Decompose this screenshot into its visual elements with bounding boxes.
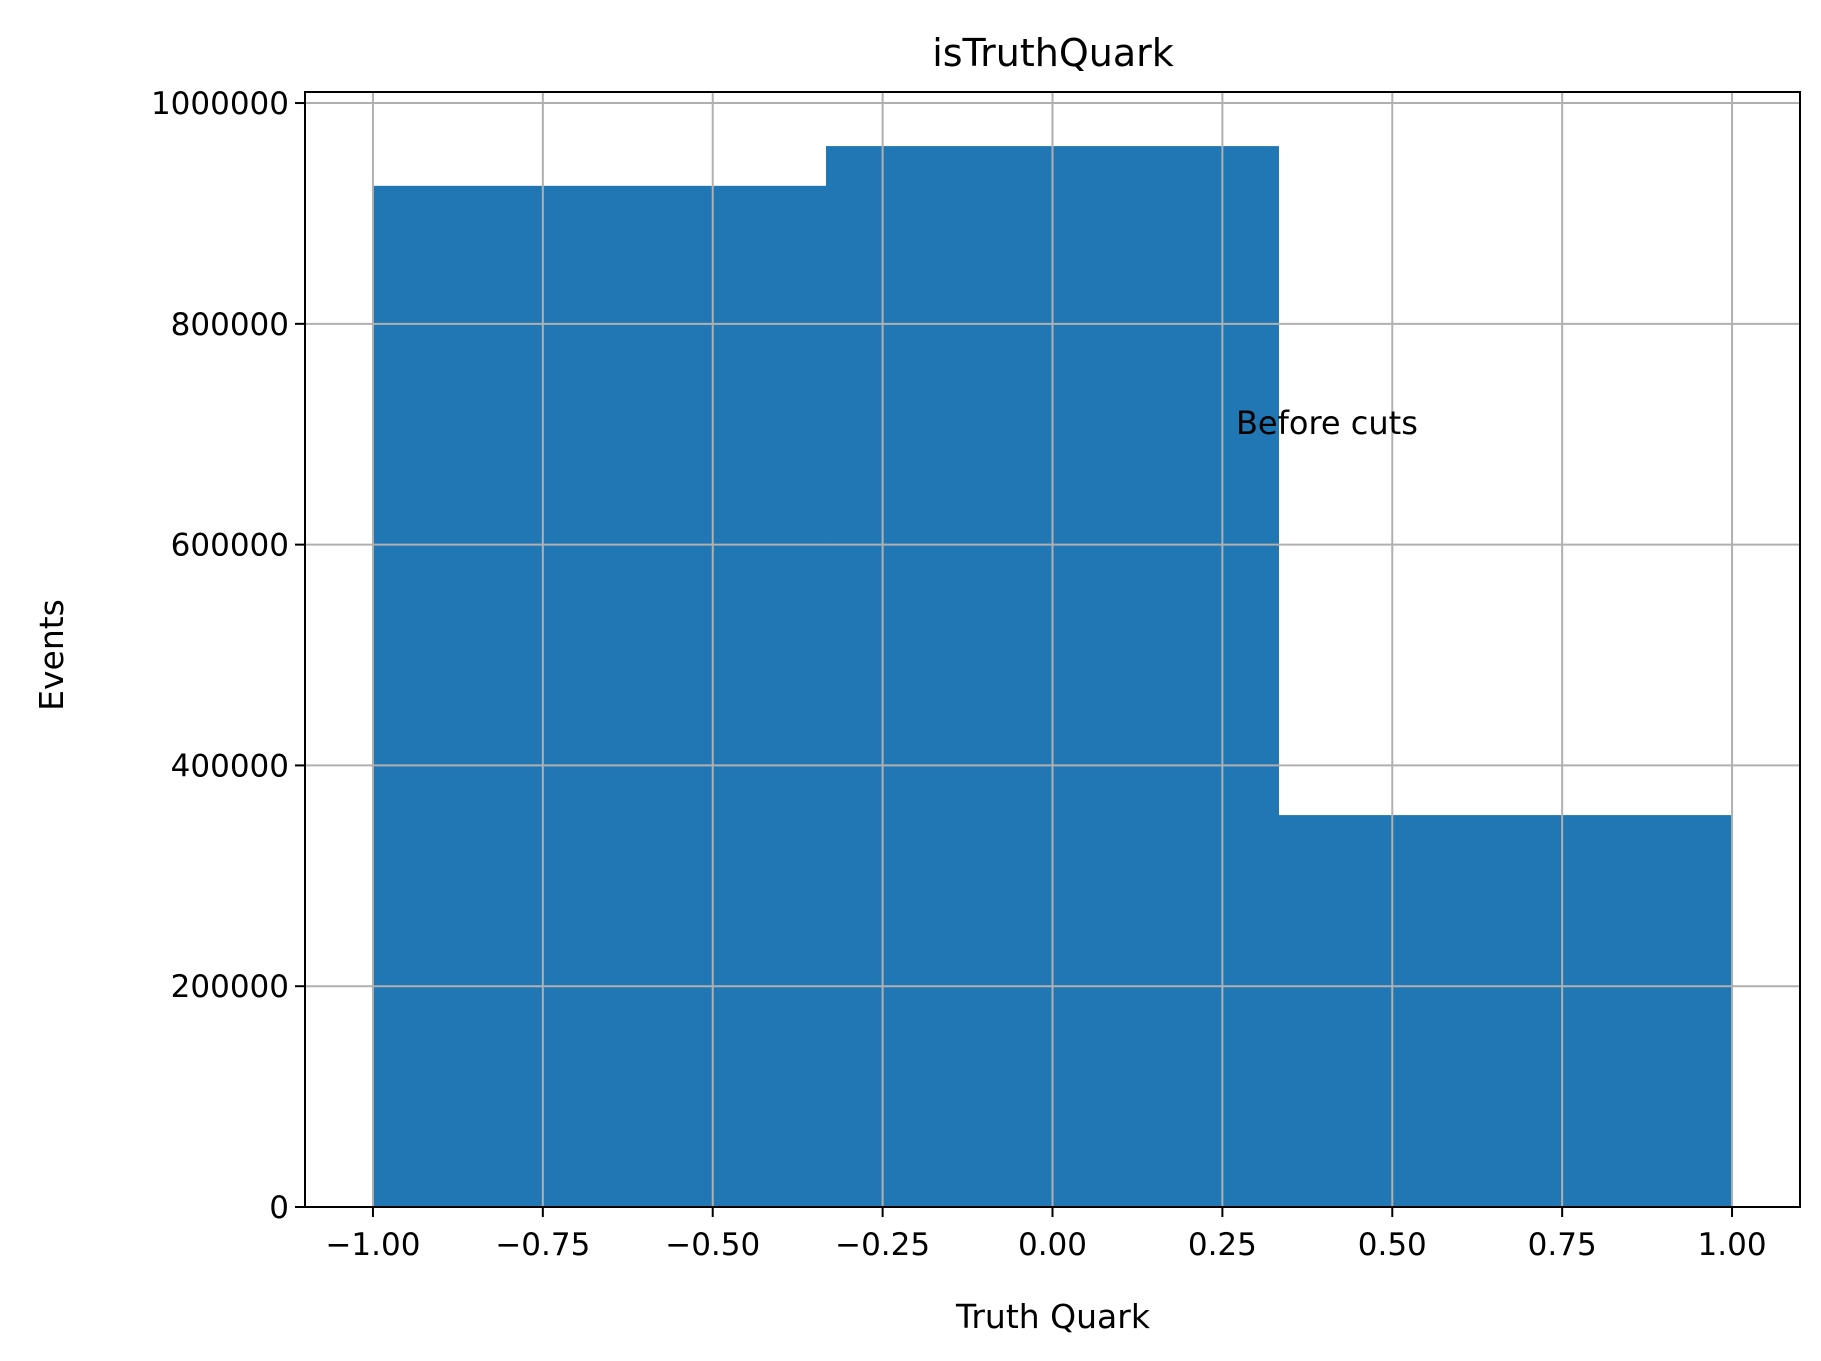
annotation-before-cuts: Before cuts [1236, 404, 1418, 442]
x-tick-label-9: 1.00 [1698, 1227, 1767, 1263]
x-tick-label-5: 0.00 [1018, 1227, 1087, 1263]
y-axis-label: Events [32, 599, 71, 711]
y-tick-label-2: 200000 [171, 969, 289, 1005]
x-tick-label-6: 0.25 [1188, 1227, 1257, 1263]
x-tick-label-3: −0.50 [665, 1227, 760, 1263]
bar-3 [1278, 815, 1733, 1207]
x-axis-label: Truth Quark [955, 1297, 1151, 1336]
x-tick-label-7: 0.50 [1358, 1227, 1427, 1263]
plot-frame [304, 91, 1801, 1208]
y-ticks-group: 0 200000 400000 600000 800000 1000000 [151, 86, 305, 1226]
x-ticks-group: −1.00 −0.75 −0.50 −0.25 0.00 0.25 0.50 0.75 1.00 [325, 1207, 1767, 1263]
x-tick-label-4: −0.25 [835, 1227, 930, 1263]
y-tick-label-3: 400000 [171, 748, 289, 784]
chart-title: isTruthQuark [932, 31, 1174, 75]
bar-1 [372, 185, 827, 1207]
x-tick-label-8: 0.75 [1528, 1227, 1597, 1263]
x-tick-label-1: −1.00 [325, 1227, 420, 1263]
y-tick-label-5: 800000 [171, 307, 289, 343]
x-tick-label-2: −0.75 [495, 1227, 590, 1263]
y-tick-label-4: 600000 [171, 528, 289, 564]
y-tick-label-1: 0 [269, 1190, 289, 1226]
y-tick-label-6: 1000000 [151, 86, 289, 122]
